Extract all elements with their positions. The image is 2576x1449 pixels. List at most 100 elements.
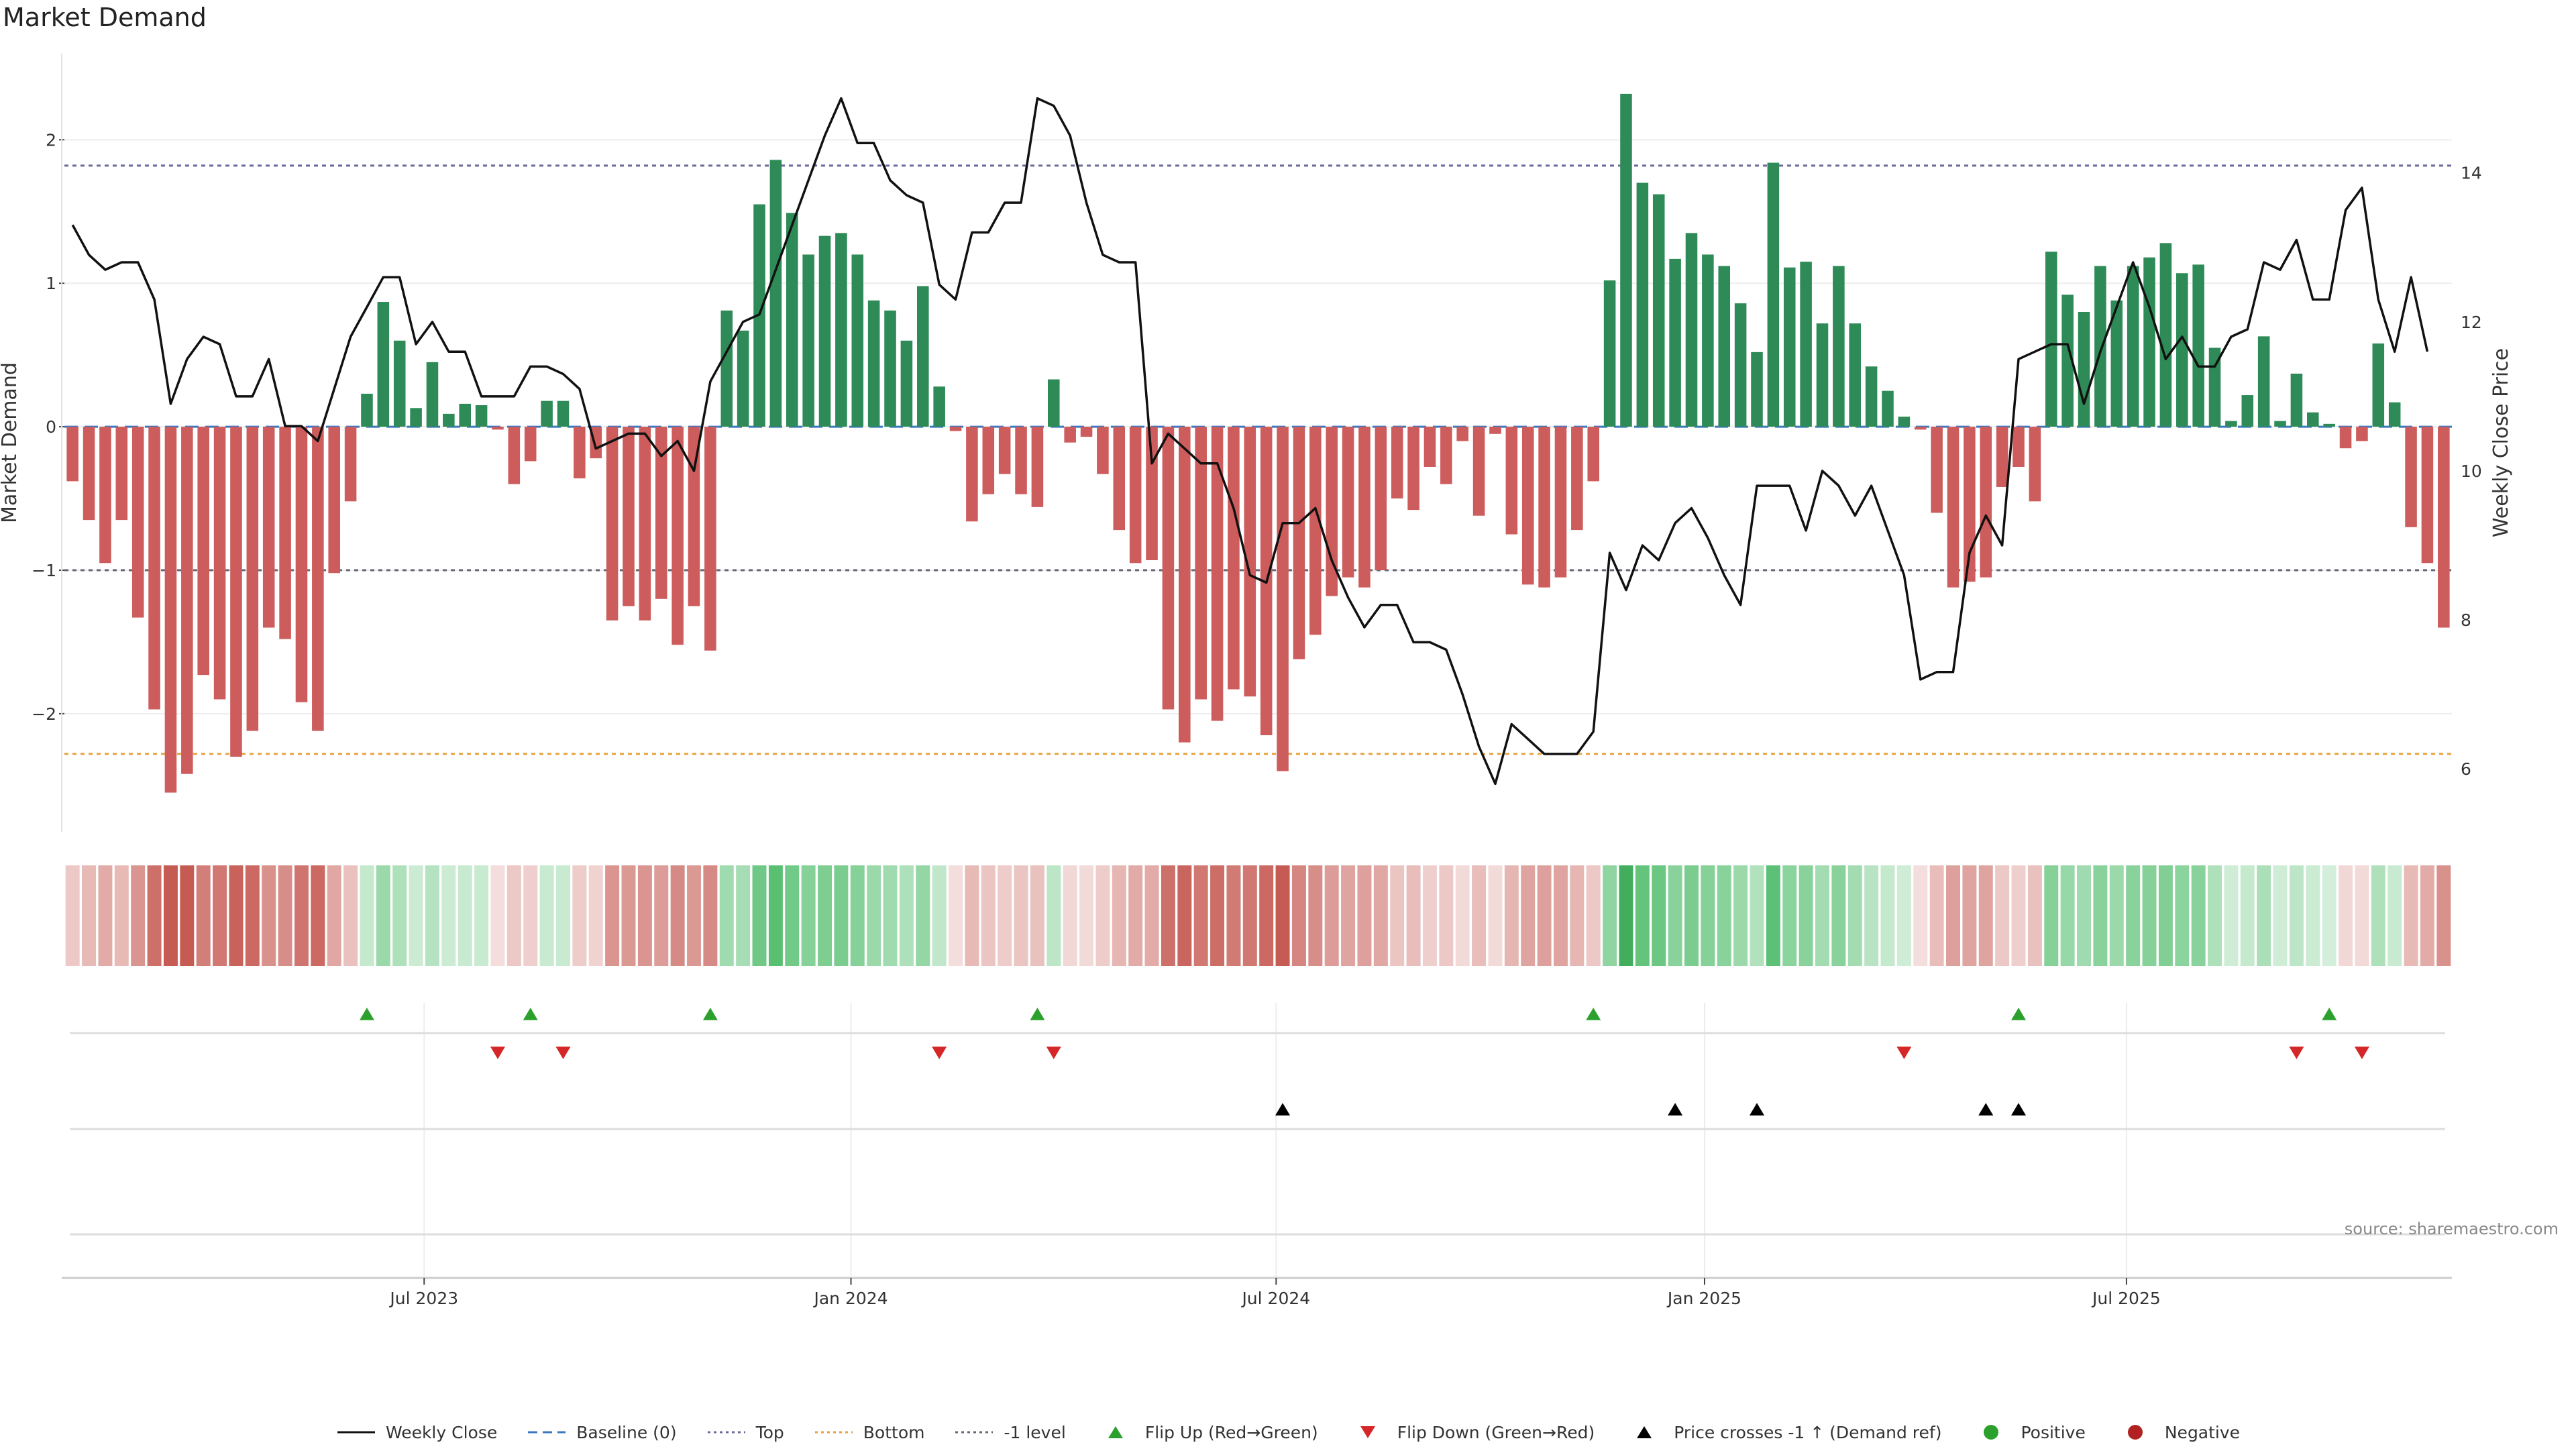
heat-cell (2257, 865, 2271, 966)
price-cross-marker (1668, 1103, 1683, 1116)
demand-bar (688, 427, 700, 606)
demand-bar (574, 427, 586, 479)
legend-swatch-tri-down (1360, 1426, 1375, 1438)
heat-cell (1128, 865, 1143, 966)
heat-cell (1929, 865, 1944, 966)
heat-cell (1030, 865, 1044, 966)
demand-bar (1162, 427, 1175, 710)
demand-bar (2405, 427, 2417, 527)
demand-bar (1489, 427, 1501, 434)
demand-bar (1064, 427, 1076, 443)
demand-bar (639, 427, 651, 621)
heat-cell (163, 865, 178, 966)
heat-cell (196, 865, 211, 966)
x-tick-label: Jul 2024 (1240, 1289, 1310, 1308)
heat-cell (899, 865, 914, 966)
heat-cell (1831, 865, 1846, 966)
demand-bar (1358, 427, 1371, 588)
demand-bar (1472, 427, 1485, 516)
demand-bar (2192, 264, 2204, 427)
demand-bar (2372, 343, 2385, 427)
demand-bar (917, 286, 929, 427)
heat-cell (654, 865, 669, 966)
heat-cell (1619, 865, 1633, 966)
legend-item: Bottom (814, 1423, 924, 1442)
legend-item: Flip Up (Red→Green) (1095, 1423, 1318, 1442)
heat-cell (1652, 865, 1666, 966)
heat-cell (1161, 865, 1175, 966)
legend-item: Price crosses -1 ↑ (Demand ref) (1624, 1423, 1941, 1442)
demand-bar (361, 393, 373, 427)
demand-bar (344, 427, 357, 502)
heat-cell (2060, 865, 2075, 966)
demand-bar (1669, 258, 1681, 427)
demand-bar (704, 427, 716, 651)
heat-cell (1946, 865, 1960, 966)
heat-cell (2355, 865, 2369, 966)
heat-cell (1472, 865, 1487, 966)
demand-bar (492, 427, 504, 430)
heat-cell (883, 865, 898, 966)
heat-cell (82, 865, 97, 966)
heat-cell (1112, 865, 1126, 966)
demand-bar (1031, 427, 1044, 507)
heat-cell (2011, 865, 2026, 966)
demand-bar (426, 362, 439, 427)
demand-bar (2225, 421, 2237, 427)
heat-cell (131, 865, 146, 966)
demand-bar (1652, 194, 1665, 427)
heat-cell (2093, 865, 2108, 966)
heat-cell (2224, 865, 2239, 966)
heat-cell (2273, 865, 2288, 966)
heat-cell (556, 865, 570, 966)
demand-bar (1833, 266, 1845, 427)
heat-cell (768, 865, 783, 966)
demand-bar (393, 340, 406, 427)
legend-swatch-tri-up (1108, 1426, 1123, 1438)
demand-bar (1702, 254, 1714, 427)
heat-cell (2191, 865, 2206, 966)
legend-swatch-tri-up (1637, 1426, 1652, 1438)
x-tick-label: Jul 2023 (388, 1289, 458, 1308)
y2-tick-label: 12 (2461, 313, 2482, 332)
legend-swatch-dotted (814, 1431, 853, 1434)
legend-item: Negative (2115, 1423, 2240, 1442)
demand-bar (2339, 427, 2352, 449)
flip-up-marker (523, 1008, 538, 1020)
heat-cell (949, 865, 963, 966)
flip-up-marker (702, 1008, 718, 1020)
demand-bar (312, 427, 324, 731)
heat-cell (360, 865, 374, 966)
legend-label: Baseline (0) (576, 1422, 677, 1442)
demand-bar (164, 427, 177, 793)
demand-bar (802, 254, 814, 427)
demand-bar (1146, 427, 1158, 561)
demand-bar (230, 427, 242, 757)
demand-bar (2257, 336, 2270, 427)
demand-bar (1521, 427, 1534, 585)
demand-bar (541, 400, 553, 427)
heat-cell (506, 865, 521, 966)
heat-cell (1750, 865, 1764, 966)
heat-cell (294, 865, 309, 966)
heat-cell (1766, 865, 1780, 966)
demand-bar (377, 302, 390, 427)
legend-swatch-dotted (955, 1431, 994, 1434)
legend: Weekly Close Baseline (0) Top Bottom -1 leve… (0, 1421, 2576, 1444)
flip-up-marker (1586, 1008, 1601, 1020)
legend-label: Flip Down (Green→Red) (1397, 1422, 1595, 1442)
heat-cell (1864, 865, 1879, 966)
demand-bar (1277, 427, 1289, 771)
heat-cell (1341, 865, 1356, 966)
heat-cell (1063, 865, 1077, 966)
heat-cell (2142, 865, 2157, 966)
heat-cell (2387, 865, 2402, 966)
demand-bar (2045, 252, 2057, 427)
demand-bar (2078, 312, 2090, 427)
demand-bar (410, 408, 422, 427)
heat-cell (1095, 865, 1110, 966)
heat-cell (687, 865, 701, 966)
heat-cell (1847, 865, 1862, 966)
